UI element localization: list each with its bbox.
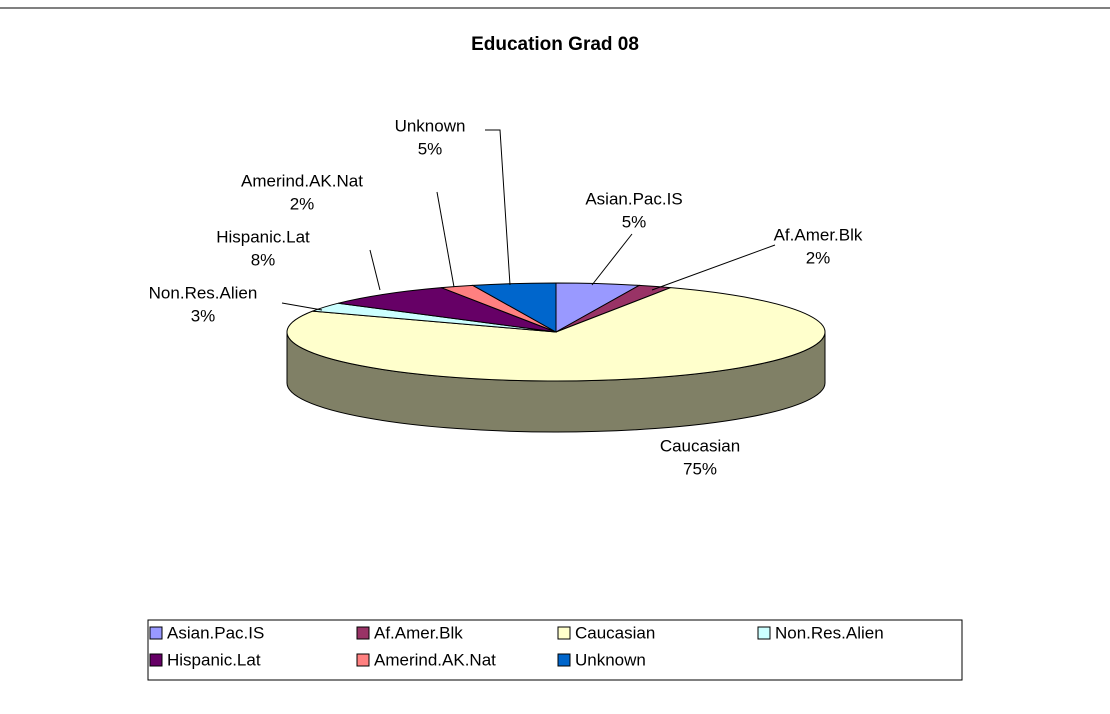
chart-title: Education Grad 08 — [471, 34, 639, 55]
legend-swatch — [557, 653, 571, 667]
data-label-name: Caucasian — [660, 436, 740, 455]
legend-label: Caucasian — [575, 623, 655, 642]
data-label-name: Non.Res.Alien — [149, 283, 258, 302]
legend-label: Amerind.AK.Nat — [374, 650, 496, 669]
data-label-value: 5% — [418, 139, 443, 158]
legend-swatch — [557, 626, 571, 640]
leader-line — [485, 129, 511, 286]
legend-label: Hispanic.Lat — [167, 650, 261, 669]
legend-label: Unknown — [575, 650, 646, 669]
legend-label: Af.Amer.Blk — [374, 623, 463, 642]
data-label-value: 2% — [806, 248, 831, 267]
leader-line — [651, 244, 776, 291]
slice — [338, 287, 557, 333]
legend-swatch — [149, 626, 163, 640]
data-label-name: Hispanic.Lat — [216, 227, 310, 246]
data-label-value: 3% — [191, 306, 216, 325]
leader-line — [436, 191, 455, 288]
data-label-value: 8% — [251, 250, 276, 269]
data-label-value: 5% — [622, 212, 647, 231]
data-label-name: Asian.Pac.IS — [585, 189, 682, 208]
slice — [286, 287, 826, 382]
legend-swatch — [356, 626, 370, 640]
legend-label: Non.Res.Alien — [775, 623, 884, 642]
slice — [471, 282, 557, 333]
data-label-value: 75% — [683, 459, 717, 478]
legend-swatch — [356, 653, 370, 667]
legend-swatch — [149, 653, 163, 667]
data-label-value: 2% — [290, 194, 315, 213]
legend-box — [147, 619, 963, 681]
leader-line — [369, 249, 381, 291]
data-label-name: Unknown — [395, 116, 466, 135]
leader-line — [281, 302, 323, 311]
legend-swatch — [757, 626, 771, 640]
leader-line — [591, 233, 633, 286]
legend-label: Asian.Pac.IS — [167, 623, 264, 642]
data-label-name: Amerind.AK.Nat — [241, 171, 363, 190]
data-label-name: Af.Amer.Blk — [774, 225, 863, 244]
